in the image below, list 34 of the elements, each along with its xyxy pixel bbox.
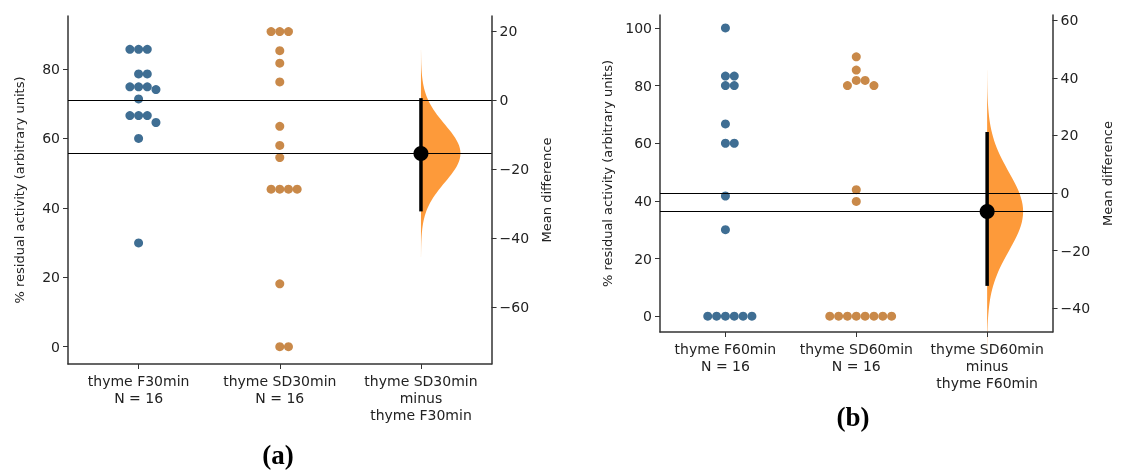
y-tick-label: 100 [625, 19, 652, 36]
y2-tick-label: 20 [499, 22, 518, 39]
y2-axis-title: Mean difference [1100, 121, 1115, 226]
y2-axis-title: Mean difference [539, 137, 554, 243]
y2-tick-label: 60 [1060, 12, 1079, 29]
y-tick-label: 40 [634, 192, 652, 209]
y-tick-label: 0 [51, 338, 60, 355]
y-tick-label: 20 [634, 250, 652, 267]
x-tick-label: thyme SD30min minus thyme F30min [364, 372, 478, 423]
y2-tick-label: −40 [499, 229, 530, 246]
x-tick-label: thyme F30min N = 16 [87, 372, 190, 406]
y-tick-label: 60 [634, 135, 652, 152]
x-tick-label: thyme F60min N = 16 [674, 340, 777, 374]
y2-tick-label: 0 [499, 91, 509, 108]
y-tick-label: 60 [42, 130, 60, 147]
x-tick-label: thyme SD60min minus thyme F60min [930, 340, 1044, 391]
y2-tick-label: −20 [499, 160, 530, 177]
y2-tick-label: −40 [1060, 300, 1091, 317]
y-axis-title: % residual activity (arbitrary units) [12, 76, 27, 304]
y-tick-label: 80 [634, 77, 652, 94]
y-tick-label: 0 [643, 308, 652, 325]
x-tick-label: thyme SD60min N = 16 [799, 340, 913, 374]
y2-tick-label: 0 [1060, 185, 1070, 202]
y2-tick-label: 40 [1060, 69, 1079, 86]
y2-tick-label: −20 [1060, 242, 1091, 259]
y-tick-label: 40 [42, 199, 60, 216]
text: (b) [836, 402, 870, 433]
text: (a) [262, 440, 294, 471]
y-tick-label: 80 [42, 61, 60, 78]
y2-tick-label: 20 [1060, 127, 1079, 144]
y2-tick-label: −60 [499, 299, 530, 316]
x-tick-label: thyme SD30min N = 16 [223, 372, 337, 406]
y-tick-label: 20 [42, 269, 60, 286]
y-axis-title: % residual activity (arbitrary units) [600, 59, 616, 288]
